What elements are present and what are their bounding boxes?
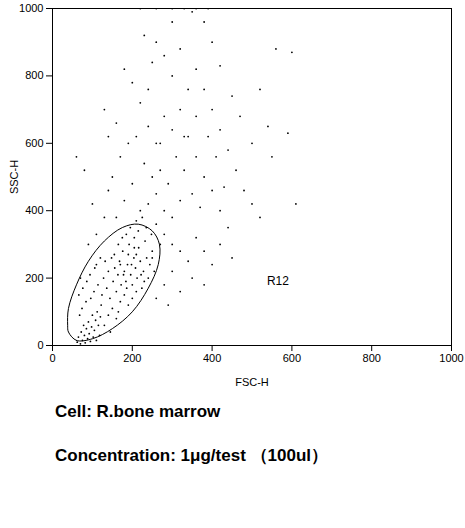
svg-text:800: 800: [363, 352, 381, 364]
svg-text:0: 0: [49, 352, 55, 364]
html-text:Cell: R.bone marrow: Cell: R.bone marrow: [55, 402, 221, 421]
svg-text:1000: 1000: [439, 352, 463, 364]
svg-text:200: 200: [25, 272, 43, 284]
html-text:Concentration: 1μg/test （100ul: Concentration: 1μg/test （100ul）: [55, 446, 328, 465]
svg-text:600: 600: [283, 352, 301, 364]
svg-text:400: 400: [25, 204, 43, 216]
svg-text:200: 200: [123, 352, 141, 364]
svg-text:400: 400: [203, 352, 221, 364]
svg-text:1000: 1000: [19, 2, 43, 14]
svg-text:800: 800: [25, 69, 43, 81]
svg-text:FSC-H: FSC-H: [235, 376, 269, 388]
svg-text:R12: R12: [267, 274, 289, 288]
svg-text:600: 600: [25, 137, 43, 149]
svg-text:SSC-H: SSC-H: [8, 160, 20, 194]
svg-text:0: 0: [37, 339, 43, 351]
